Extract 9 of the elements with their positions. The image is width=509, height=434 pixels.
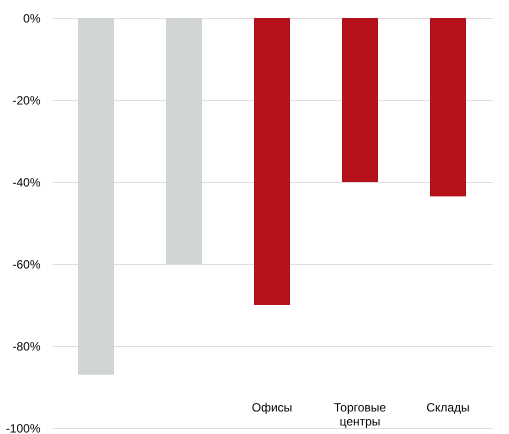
y-tick-label: -80%: [12, 340, 41, 354]
y-tick-label: -20%: [12, 94, 41, 108]
x-tick-label: Офисы: [252, 400, 292, 414]
x-tick-label: Торговые центры: [334, 400, 386, 428]
y-tick-label: -40%: [12, 176, 41, 190]
x-tick-label: Склады: [426, 400, 470, 414]
y-tick-label: 0%: [23, 12, 41, 26]
y-tick-label: -60%: [12, 258, 41, 272]
y-tick-label: -100%: [6, 422, 41, 434]
